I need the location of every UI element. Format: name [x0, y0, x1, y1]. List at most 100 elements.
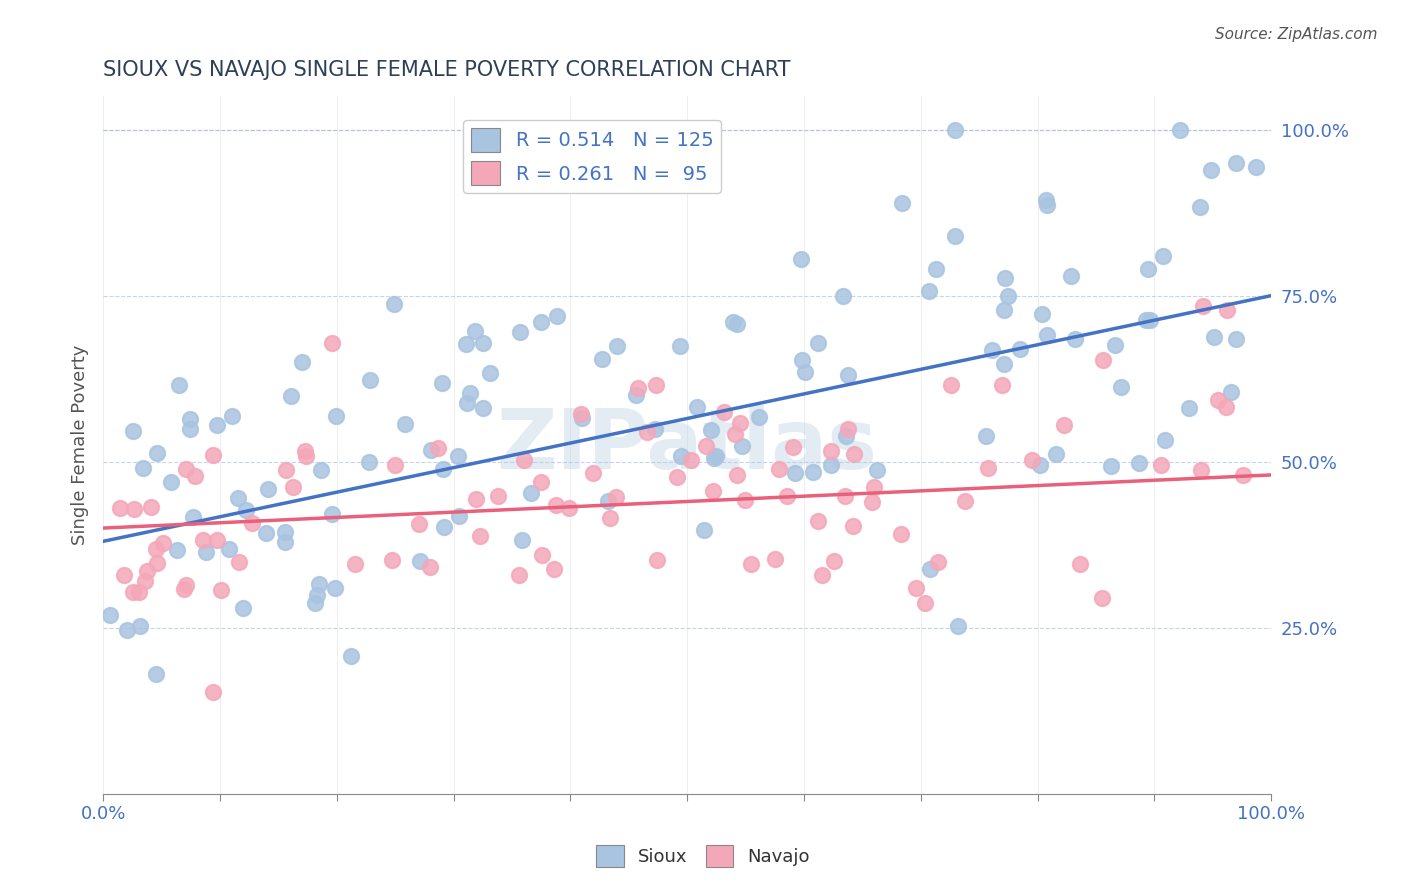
- Point: [121, 424, 143, 438]
- Point: [1091, 591, 1114, 605]
- Point: [946, 619, 969, 633]
- Point: [294, 443, 316, 458]
- Point: [1064, 332, 1087, 346]
- Point: [704, 449, 727, 463]
- Point: [478, 366, 501, 380]
- Point: [1208, 392, 1230, 407]
- Point: [447, 450, 470, 464]
- Point: [925, 261, 948, 276]
- Point: [325, 409, 347, 423]
- Point: [723, 426, 745, 441]
- Point: [1220, 384, 1243, 399]
- Point: [294, 449, 316, 463]
- Point: [108, 500, 131, 515]
- Point: [702, 483, 724, 498]
- Point: [941, 378, 963, 392]
- Point: [464, 324, 486, 338]
- Point: [323, 581, 346, 595]
- Point: [472, 335, 495, 350]
- Point: [145, 541, 167, 556]
- Point: [205, 418, 228, 433]
- Point: [166, 542, 188, 557]
- Point: [1232, 467, 1254, 482]
- Point: [644, 422, 666, 436]
- Point: [606, 339, 628, 353]
- Point: [991, 378, 1014, 392]
- Point: [721, 315, 744, 329]
- Point: [280, 388, 302, 402]
- Point: [624, 388, 647, 402]
- Point: [669, 339, 692, 353]
- Point: [1092, 353, 1115, 368]
- Point: [145, 666, 167, 681]
- Point: [202, 685, 225, 699]
- Point: [977, 461, 1000, 475]
- Point: [811, 568, 834, 582]
- Point: [1036, 198, 1059, 212]
- Point: [146, 446, 169, 460]
- Point: [1178, 401, 1201, 416]
- Point: [1060, 269, 1083, 284]
- Point: [513, 453, 536, 467]
- Point: [128, 585, 150, 599]
- Point: [734, 492, 756, 507]
- Point: [953, 493, 976, 508]
- Point: [1244, 160, 1267, 174]
- Point: [221, 409, 243, 423]
- Legend: R = 0.514   N = 125, R = 0.261   N =  95: R = 0.514 N = 125, R = 0.261 N = 95: [463, 120, 721, 193]
- Point: [1154, 433, 1177, 447]
- Point: [783, 466, 806, 480]
- Point: [571, 410, 593, 425]
- Point: [456, 396, 478, 410]
- Point: [725, 317, 748, 331]
- Point: [430, 376, 453, 391]
- Point: [794, 365, 817, 379]
- Point: [927, 555, 949, 569]
- Point: [1035, 193, 1057, 207]
- Point: [508, 567, 530, 582]
- Point: [596, 494, 619, 508]
- Point: [235, 503, 257, 517]
- Point: [201, 448, 224, 462]
- Point: [112, 567, 135, 582]
- Point: [464, 492, 486, 507]
- Point: [382, 297, 405, 311]
- Point: [820, 458, 842, 472]
- Point: [232, 600, 254, 615]
- Point: [980, 343, 1002, 358]
- Point: [256, 483, 278, 497]
- Point: [546, 310, 568, 324]
- Point: [820, 444, 842, 458]
- Text: SIOUX VS NAVAJO SINGLE FEMALE POVERTY CORRELATION CHART: SIOUX VS NAVAJO SINGLE FEMALE POVERTY CO…: [103, 60, 790, 79]
- Point: [582, 466, 605, 480]
- Point: [340, 648, 363, 663]
- Point: [636, 425, 658, 439]
- Point: [1010, 342, 1032, 356]
- Text: ZIPatlas: ZIPatlas: [496, 405, 877, 485]
- Point: [1109, 380, 1132, 394]
- Point: [304, 597, 326, 611]
- Point: [409, 554, 432, 568]
- Point: [321, 336, 343, 351]
- Point: [792, 352, 814, 367]
- Point: [530, 475, 553, 490]
- Point: [1216, 303, 1239, 318]
- Point: [1189, 463, 1212, 477]
- Point: [904, 581, 927, 595]
- Point: [228, 555, 250, 569]
- Point: [184, 469, 207, 483]
- Point: [914, 596, 936, 610]
- Point: [447, 508, 470, 523]
- Point: [1135, 312, 1157, 326]
- Point: [891, 196, 914, 211]
- Point: [1191, 300, 1213, 314]
- Point: [569, 407, 592, 421]
- Point: [240, 516, 263, 530]
- Point: [1128, 457, 1150, 471]
- Point: [679, 453, 702, 467]
- Point: [135, 564, 157, 578]
- Point: [174, 578, 197, 592]
- Point: [837, 368, 859, 383]
- Point: [763, 552, 786, 566]
- Point: [862, 494, 884, 508]
